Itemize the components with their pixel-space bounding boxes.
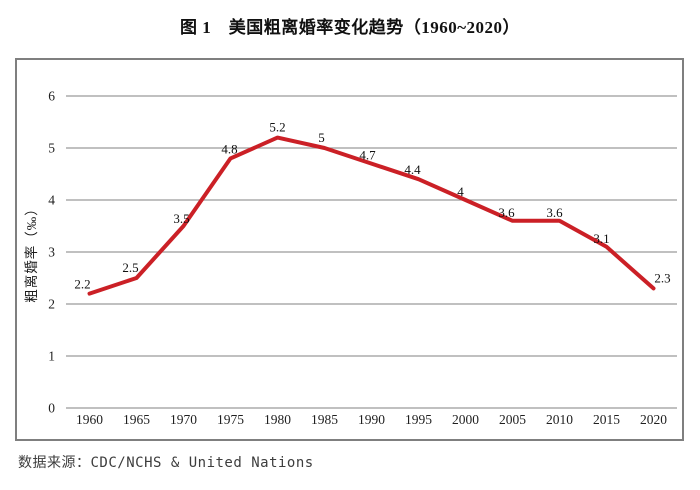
data-label: 2.3	[654, 270, 670, 285]
data-label: 5.2	[269, 120, 285, 135]
y-tick-label: 5	[48, 141, 55, 156]
x-tick-label: 1990	[358, 412, 385, 427]
x-tick-label: 1970	[170, 412, 197, 427]
data-label: 4.8	[221, 141, 237, 156]
chart-frame: 0 1 2 3 4 5 6 1960 1965 1970 1975 1980 1985 1990 1995 2…	[15, 58, 684, 441]
data-label: 4.4	[404, 162, 421, 177]
chart-title: 图 1 美国粗离婚率变化趋势（1960~2020）	[179, 18, 521, 37]
y-tick-label: 1	[48, 349, 55, 364]
y-tick-label: 2	[48, 297, 55, 312]
x-tick-label: 2020	[640, 412, 667, 427]
x-tick-label: 1965	[123, 412, 150, 427]
x-tick-label: 2015	[593, 412, 620, 427]
y-axis-title: 粗离婚率（‰）	[24, 201, 39, 303]
line-chart: 0 1 2 3 4 5 6 1960 1965 1970 1975 1980 1985 1990 1995 2…	[48, 89, 677, 427]
x-tick-label: 1985	[311, 412, 338, 427]
x-tick-label: 1980	[264, 412, 291, 427]
y-tick-label: 3	[48, 245, 55, 260]
data-label: 4.7	[359, 148, 376, 163]
x-tick-label: 1975	[217, 412, 244, 427]
x-tick-label: 2005	[499, 412, 526, 427]
x-tick-label: 2010	[546, 412, 573, 427]
data-label: 3.6	[498, 205, 515, 220]
data-label: 3.6	[546, 205, 563, 220]
trend-line	[87, 135, 656, 296]
x-tick-label: 1995	[405, 412, 432, 427]
data-label: 5	[318, 130, 325, 145]
data-source-note: 数据来源：CDC/NCHS & United Nations	[18, 455, 314, 471]
data-label: 3.1	[593, 231, 609, 246]
y-tick-label: 4	[48, 193, 55, 208]
y-tick-label: 0	[48, 401, 55, 416]
x-tick-label: 1960	[76, 412, 103, 427]
data-label: 2.5	[122, 260, 138, 275]
y-tick-label: 6	[48, 89, 55, 104]
data-label: 2.2	[74, 277, 90, 292]
data-label: 3.5	[173, 211, 189, 226]
x-tick-label: 2000	[452, 412, 479, 427]
data-label: 4	[457, 184, 464, 199]
